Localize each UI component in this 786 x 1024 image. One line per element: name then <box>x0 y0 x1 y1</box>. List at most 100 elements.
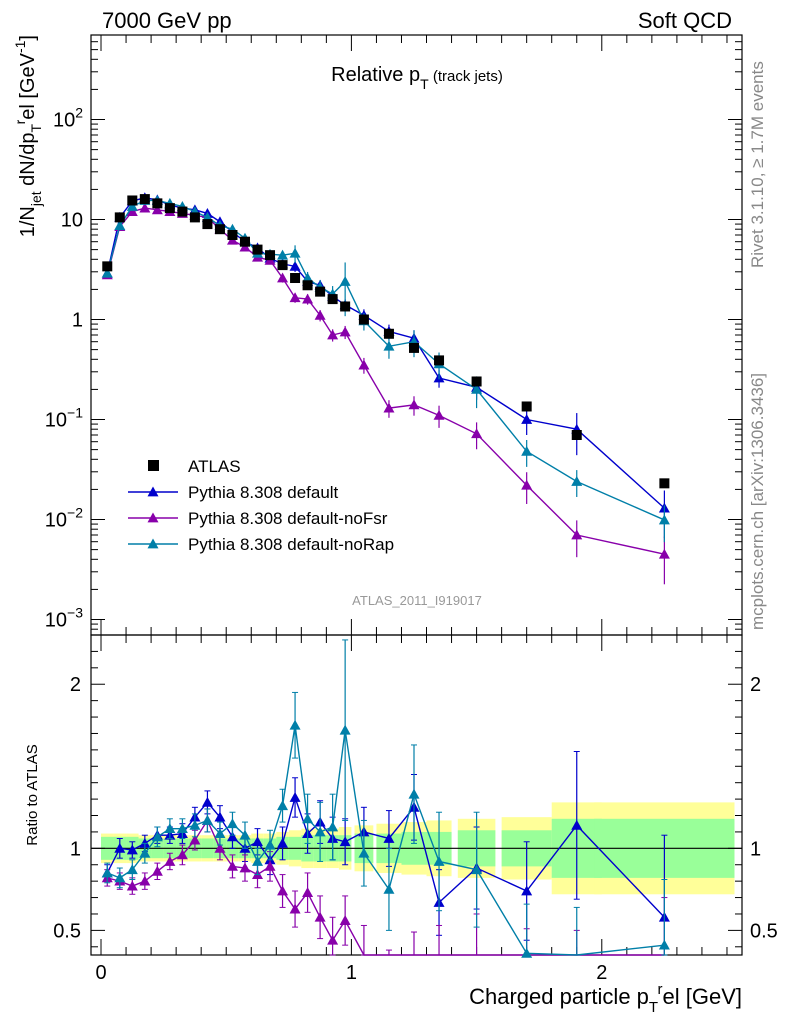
data-point <box>189 212 200 223</box>
header-right: Soft QCD <box>637 8 732 33</box>
data-point <box>658 548 670 559</box>
data-point <box>521 414 533 424</box>
data-point <box>177 206 188 217</box>
data-point <box>289 791 301 802</box>
data-point <box>471 376 482 387</box>
y-tick-label: 10−1 <box>45 405 83 432</box>
legend-marker <box>147 512 159 523</box>
data-point <box>521 401 532 412</box>
data-point <box>114 212 125 223</box>
data-point <box>658 939 670 950</box>
data-point <box>201 814 213 825</box>
data-point <box>189 834 201 845</box>
data-point <box>176 823 188 834</box>
legend-label: Pythia 8.308 default-noFsr <box>188 509 388 528</box>
data-point <box>314 309 326 320</box>
data-point <box>433 409 445 420</box>
data-point <box>152 198 163 209</box>
data-point <box>289 903 301 914</box>
series-line <box>106 795 665 918</box>
data-point <box>277 885 289 896</box>
data-point <box>290 273 301 284</box>
data-point <box>339 836 351 847</box>
data-point <box>571 475 583 486</box>
data-point <box>521 479 533 490</box>
data-point <box>277 800 289 811</box>
legend-marker <box>147 486 159 497</box>
data-point <box>471 428 483 439</box>
data-point <box>433 855 445 866</box>
data-point <box>126 864 138 875</box>
data-point <box>383 340 395 351</box>
data-point <box>252 836 264 847</box>
y-tick-label: 10−2 <box>45 505 83 532</box>
data-point <box>289 719 301 730</box>
data-point <box>339 915 351 925</box>
data-point <box>239 829 251 840</box>
data-point <box>151 831 163 842</box>
data-point <box>164 203 175 214</box>
data-point <box>226 831 238 842</box>
header-left: 7000 GeV pp <box>102 8 232 33</box>
y-axis-label: 1/Njet dN/dpTrel [GeV-1] <box>12 35 44 237</box>
legend-marker <box>147 538 159 549</box>
data-point <box>340 301 351 312</box>
data-point <box>264 860 276 871</box>
data-point <box>327 329 339 340</box>
data-point <box>126 206 138 216</box>
data-point <box>434 355 445 366</box>
data-point <box>265 250 276 261</box>
x-axis-label: Charged particle pTrel [GeV] <box>469 981 742 1016</box>
y-tick-label: 10−3 <box>45 605 83 632</box>
data-point <box>658 514 670 525</box>
x-tick-label: 0 <box>95 962 106 984</box>
data-point <box>139 847 151 858</box>
ratio-tick-label-right: 0.5 <box>750 920 778 942</box>
data-point <box>239 862 251 873</box>
data-point <box>126 844 138 855</box>
data-point <box>164 855 176 866</box>
y-tick-label: 10 <box>61 210 83 232</box>
data-point <box>659 478 670 489</box>
ratio-y-axis-label: Ratio to ATLAS <box>24 744 41 845</box>
data-point <box>521 947 533 958</box>
y-tick-label: 102 <box>53 105 83 132</box>
data-point <box>277 837 289 848</box>
data-point <box>114 872 126 883</box>
data-point <box>408 399 420 410</box>
data-point <box>102 261 113 272</box>
ratio-tick-label-right: 1 <box>750 838 761 860</box>
data-point <box>176 849 188 860</box>
data-point <box>214 828 226 838</box>
data-point <box>327 934 339 945</box>
data-point <box>151 865 163 876</box>
data-point <box>289 260 301 271</box>
legend-marker <box>148 460 159 471</box>
data-point <box>101 867 113 878</box>
data-point <box>302 272 314 283</box>
data-point <box>264 839 276 850</box>
data-point <box>314 911 326 922</box>
data-point <box>471 383 483 394</box>
data-point <box>126 880 138 891</box>
data-point <box>289 247 301 258</box>
data-point <box>139 875 151 886</box>
data-point <box>164 823 176 834</box>
data-point <box>302 280 313 291</box>
data-point <box>139 837 151 848</box>
data-point <box>214 224 225 235</box>
data-point <box>214 842 226 853</box>
data-point <box>139 194 150 205</box>
data-point <box>339 724 351 735</box>
series-3-ratio <box>101 639 670 958</box>
data-point <box>227 230 238 240</box>
series-atlas-main <box>102 194 670 489</box>
data-point <box>252 244 263 255</box>
data-point <box>521 885 533 896</box>
data-point <box>252 855 264 866</box>
legend-label: Pythia 8.308 default <box>188 483 339 502</box>
data-point <box>139 202 151 213</box>
legend-label: ATLAS <box>188 457 241 476</box>
